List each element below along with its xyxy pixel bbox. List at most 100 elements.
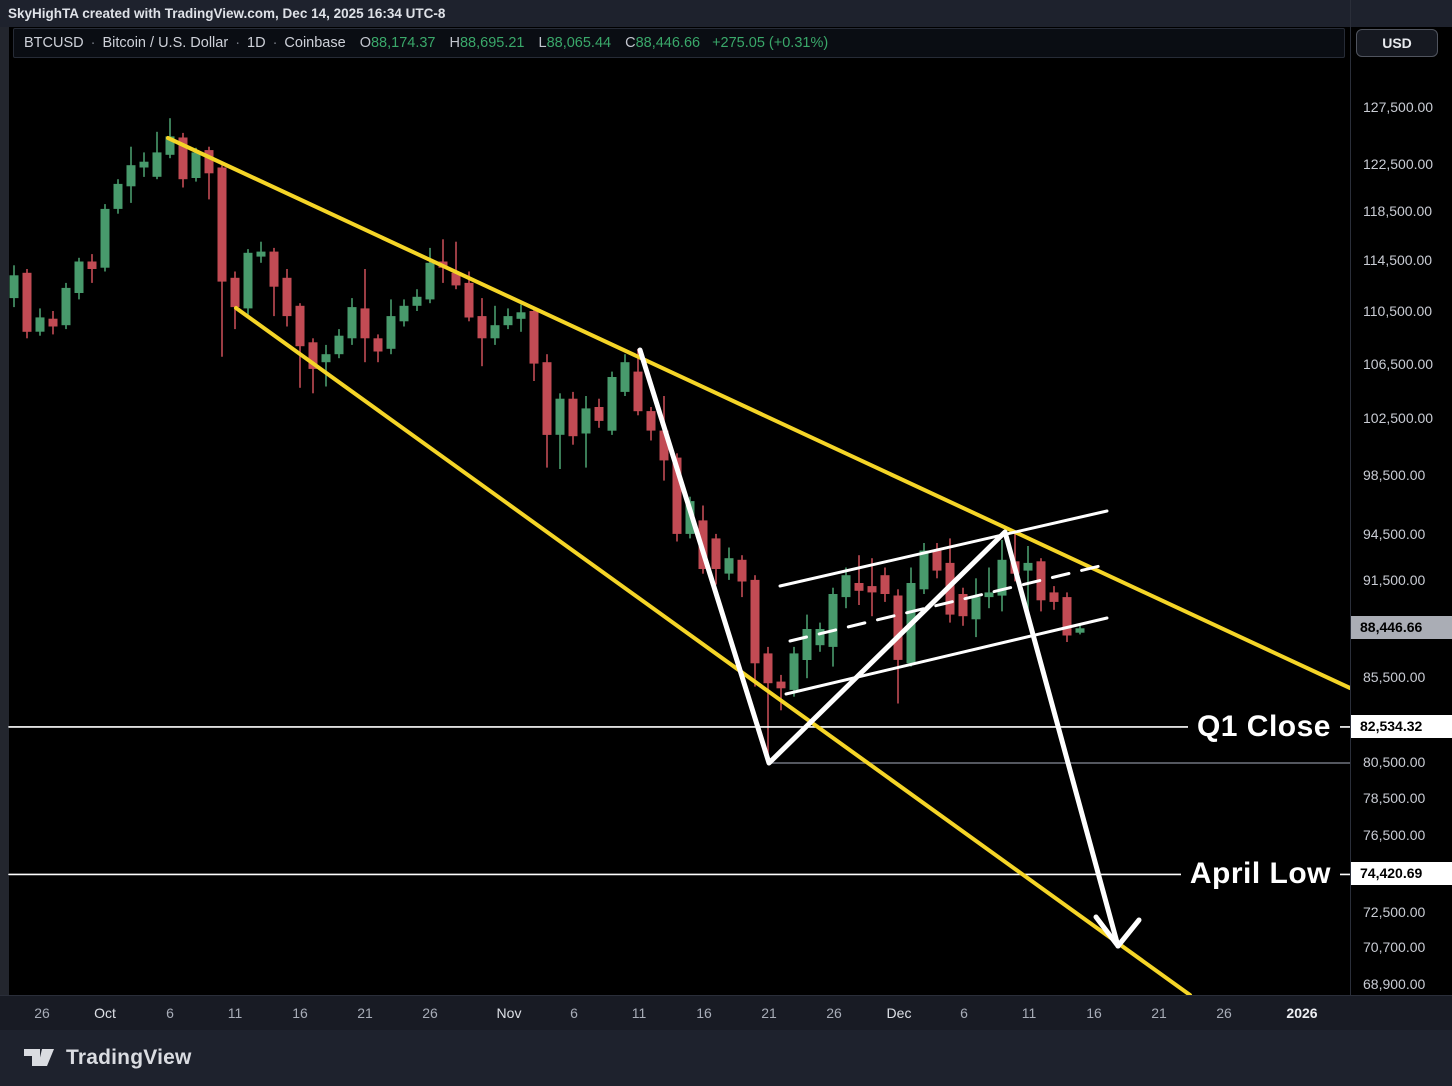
price-change: +275.05 (+0.31%) xyxy=(712,35,829,51)
candle-body xyxy=(919,550,929,590)
candle-body xyxy=(386,316,396,349)
candle-body xyxy=(74,261,84,293)
candle-body xyxy=(828,594,838,647)
candle-body xyxy=(269,251,279,287)
price-tick-label: 122,500.00 xyxy=(1363,156,1434,172)
candle-body xyxy=(113,183,123,209)
candle-body xyxy=(139,161,149,168)
candle-body xyxy=(776,681,786,689)
candle-body xyxy=(451,272,461,286)
price-axis[interactable]: USD 127,500.00 122,500.00 118,500.00 114,50… xyxy=(1350,0,1452,1030)
pane-left-strip xyxy=(0,27,9,995)
candle-body xyxy=(815,629,825,646)
candle-body xyxy=(191,152,201,178)
candle-body xyxy=(230,277,240,308)
attribution-bar: SkyHighTA created with TradingView.com, … xyxy=(0,0,1452,27)
price-tick-label: 85,500.00 xyxy=(1363,669,1426,685)
price-tick-label: 72,500.00 xyxy=(1363,904,1426,920)
candle-body xyxy=(880,575,890,594)
candle-body xyxy=(22,272,32,332)
symbol-name[interactable]: BTCUSD xyxy=(24,35,84,51)
attribution-text: SkyHighTA created with TradingView.com, … xyxy=(8,6,446,21)
candle-body xyxy=(724,558,734,574)
time-tick-label: 26 xyxy=(422,1005,438,1021)
time-tick-label: 26 xyxy=(34,1005,50,1021)
candle-body xyxy=(308,342,318,369)
candle-body xyxy=(1062,597,1072,636)
currency-toggle-button[interactable]: USD xyxy=(1356,29,1438,57)
lower-descending-trendline[interactable] xyxy=(234,306,1192,995)
candle-body xyxy=(542,362,552,435)
candle-body xyxy=(971,597,981,620)
candle-body xyxy=(360,308,370,339)
candle-body xyxy=(35,317,45,332)
last-price-tag: 88,446.66 xyxy=(1351,616,1452,639)
candle-body xyxy=(568,398,578,437)
interval-label[interactable]: 1D xyxy=(247,35,266,51)
candle-body xyxy=(659,430,669,461)
price-tick-label: 70,700.00 xyxy=(1363,939,1426,955)
candle-body xyxy=(399,305,409,322)
time-tick-label: Nov xyxy=(496,1005,522,1021)
symbol-description: Bitcoin / U.S. Dollar xyxy=(102,35,229,51)
candle-body xyxy=(594,407,604,421)
ohlc-open: O88,174.37 xyxy=(359,35,436,51)
time-axis[interactable]: 26 Oct 6 11 16 21 26 Nov 6 11 16 21 26 Dec 6 11 16 21 26 20… xyxy=(0,995,1452,1030)
arrowhead-barb xyxy=(1093,914,1121,949)
price-tick-label: 118,500.00 xyxy=(1363,203,1433,219)
time-tick-label: 21 xyxy=(1151,1005,1167,1021)
mini-channel-mid-dashed-line[interactable] xyxy=(788,563,1106,643)
candle-body xyxy=(243,252,253,309)
time-tick-label: 11 xyxy=(1021,1005,1037,1021)
candle-body xyxy=(958,594,968,617)
candle-body xyxy=(165,136,175,155)
price-tick-label: 76,500.00 xyxy=(1363,827,1426,843)
candle-body xyxy=(633,371,643,412)
candle-body xyxy=(789,653,799,690)
price-axis-border xyxy=(1350,0,1351,1030)
tradingview-logo[interactable]: TradingView xyxy=(22,1044,192,1072)
tradingview-brand-text: TradingView xyxy=(66,1046,192,1069)
candle-body xyxy=(581,408,591,434)
mini-channel-upper-line[interactable] xyxy=(778,509,1109,588)
candle-body xyxy=(334,335,344,355)
price-tick-label: 114,500.00 xyxy=(1363,252,1433,268)
candle-body xyxy=(477,316,487,339)
candle-body xyxy=(412,296,422,306)
candle-body xyxy=(282,277,292,317)
time-tick-label: 11 xyxy=(631,1005,647,1021)
candle-body xyxy=(490,325,500,339)
candle-body xyxy=(347,307,357,339)
candle-body xyxy=(217,167,227,282)
time-tick-label: 16 xyxy=(292,1005,308,1021)
chart-canvas[interactable] xyxy=(0,0,1350,995)
price-tick-label: 91,500.00 xyxy=(1363,572,1426,588)
candle-body xyxy=(841,575,851,598)
candle-body xyxy=(672,457,682,534)
candle-body xyxy=(1023,562,1033,571)
price-tick-label: 102,500.00 xyxy=(1363,410,1434,426)
candle-body xyxy=(802,629,812,660)
zigzag-projection-line[interactable] xyxy=(637,347,1121,949)
candle-body xyxy=(1049,592,1059,602)
candle-body xyxy=(204,150,214,174)
candle-body xyxy=(932,550,942,571)
candle-body xyxy=(763,653,773,684)
candle-body xyxy=(295,305,305,347)
upper-descending-trendline[interactable] xyxy=(166,136,1350,690)
footer-bar: TradingView xyxy=(0,1030,1452,1086)
mini-channel-lower-line[interactable] xyxy=(784,616,1109,696)
price-tick-label: 78,500.00 xyxy=(1363,790,1426,806)
time-tick-label: 21 xyxy=(761,1005,777,1021)
price-tick-label: 110,500.00 xyxy=(1363,303,1433,319)
symbol-info-bar[interactable]: BTCUSD · Bitcoin / U.S. Dollar · 1D · Coinbase… xyxy=(13,28,1345,58)
time-tick-label: 21 xyxy=(357,1005,373,1021)
candle-body xyxy=(100,208,110,268)
arrowhead-barb xyxy=(1115,917,1142,949)
candle-body xyxy=(529,311,539,364)
time-tick-label: Oct xyxy=(94,1005,116,1021)
candle-body xyxy=(152,152,162,177)
price-tick-label: 94,500.00 xyxy=(1363,526,1426,542)
time-tick-label: 16 xyxy=(1086,1005,1102,1021)
candle-body xyxy=(620,362,630,392)
